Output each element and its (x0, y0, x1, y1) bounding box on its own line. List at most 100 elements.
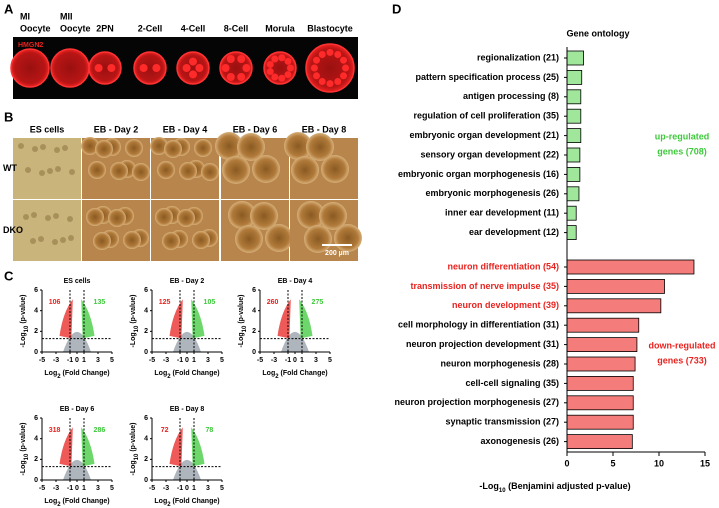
cell-body (81, 137, 99, 155)
bar (566, 395, 634, 411)
cell-body (67, 216, 73, 222)
bar (566, 375, 634, 391)
nucleus (312, 72, 320, 80)
category-label: embryonic morphogenesis (26) (425, 188, 559, 198)
label-part: -Log (130, 460, 137, 475)
label-subscript: 2 (167, 502, 171, 508)
nucleus (334, 78, 342, 86)
nucleus (237, 73, 246, 82)
x-tick-label: -1 (67, 485, 73, 492)
nucleus (326, 48, 334, 56)
x-tick-label: -3 (271, 357, 277, 364)
bar (566, 317, 640, 333)
point-cloud (59, 427, 95, 480)
nucleus (284, 57, 292, 65)
nucleus (152, 64, 161, 72)
x-tick-label: -1 (177, 485, 183, 492)
x-tick-label: 1 (192, 485, 196, 492)
group-label: up-regulated (655, 132, 710, 142)
scale-label: 200 µm (325, 250, 349, 257)
point-cloud (59, 299, 95, 352)
x-tick-label: -1 (177, 357, 183, 364)
chart-title: Gene ontology (567, 28, 630, 38)
cell-body (304, 225, 332, 253)
up-count: 78 (206, 427, 214, 434)
category-label: regulation of cell proliferation (35) (413, 111, 559, 121)
bar (566, 414, 634, 430)
label-subscript: 10 (24, 325, 30, 332)
nucleus (310, 64, 318, 72)
y-tick-label: 0 (34, 349, 38, 356)
y-tick-label: 4 (34, 308, 38, 315)
cell-body (31, 212, 37, 218)
cell-body (125, 139, 143, 157)
label-part: -Log (238, 332, 245, 347)
cell-image (10, 48, 50, 88)
stage-label: 2-Cell (138, 23, 163, 33)
x-tick-label: -5 (149, 357, 155, 364)
cell-body (164, 140, 182, 158)
plot-title: EB - Day 6 (60, 406, 95, 413)
x-tick-label: 15 (700, 458, 710, 468)
cell-body (132, 163, 150, 181)
cell-body (32, 146, 38, 152)
group-label: down-regulated (649, 341, 716, 351)
bar (566, 298, 662, 314)
cell-body (39, 170, 45, 176)
micrograph (13, 138, 81, 199)
x-tick-label: 5 (220, 485, 224, 492)
label-part: (p-value) (130, 295, 137, 326)
y-axis-label: -Log10 (p-value) (238, 295, 248, 348)
stage-label: Morula (265, 23, 295, 33)
y-axis-label: -Log10 (p-value) (20, 423, 30, 476)
column-label: EB - Day 6 (233, 124, 278, 134)
bar (566, 128, 582, 144)
up-count: 105 (204, 299, 216, 306)
y-tick-label: 6 (34, 287, 38, 294)
stage-label: 4-Cell (181, 23, 206, 33)
plot-title: EB - Day 8 (170, 406, 205, 413)
cell-body (54, 147, 60, 153)
cell-body (25, 167, 31, 173)
x-tick-label: 1 (82, 357, 86, 364)
group-label: genes (733) (657, 356, 707, 366)
cell-body (60, 237, 66, 243)
x-tick-label: -3 (163, 485, 169, 492)
x-tick-label: 0 (564, 458, 569, 468)
cell-body (291, 156, 319, 184)
nucleus (326, 80, 334, 88)
cell-image (50, 48, 90, 88)
stage-label: 2PN (96, 23, 114, 33)
bar (566, 259, 695, 275)
cell-body (93, 232, 111, 250)
point-cloud (277, 299, 313, 352)
category-label: neuron differentiation (54) (447, 261, 559, 271)
nucleus (221, 64, 230, 73)
label-part: (Fold Change) (61, 370, 110, 377)
bar (566, 70, 583, 85)
nucleus (286, 64, 294, 72)
y-tick-label: 2 (34, 328, 38, 335)
label-part: Log (154, 370, 167, 377)
cell-body (38, 236, 44, 242)
label-part: (p-value) (20, 295, 27, 326)
x-tick-label: 0 (293, 357, 297, 364)
down-count: 125 (159, 299, 171, 306)
x-tick-label: 5 (220, 357, 224, 364)
x-tick-label: 3 (314, 357, 318, 364)
nucleus (278, 54, 286, 62)
cell-body (250, 202, 278, 230)
nucleus (278, 74, 286, 82)
nucleus (318, 50, 326, 58)
nucleus (242, 64, 251, 72)
nucleus (318, 78, 326, 86)
down-count: 106 (49, 299, 61, 306)
y-tick-label: 2 (144, 328, 148, 335)
y-tick-label: 6 (144, 415, 148, 422)
nucleus (226, 54, 235, 63)
x-tick-label: 1 (300, 357, 304, 364)
nucleus (237, 54, 246, 63)
label-subscript: 2 (167, 374, 171, 380)
cell-body (194, 139, 212, 157)
cloud-down (169, 427, 183, 467)
